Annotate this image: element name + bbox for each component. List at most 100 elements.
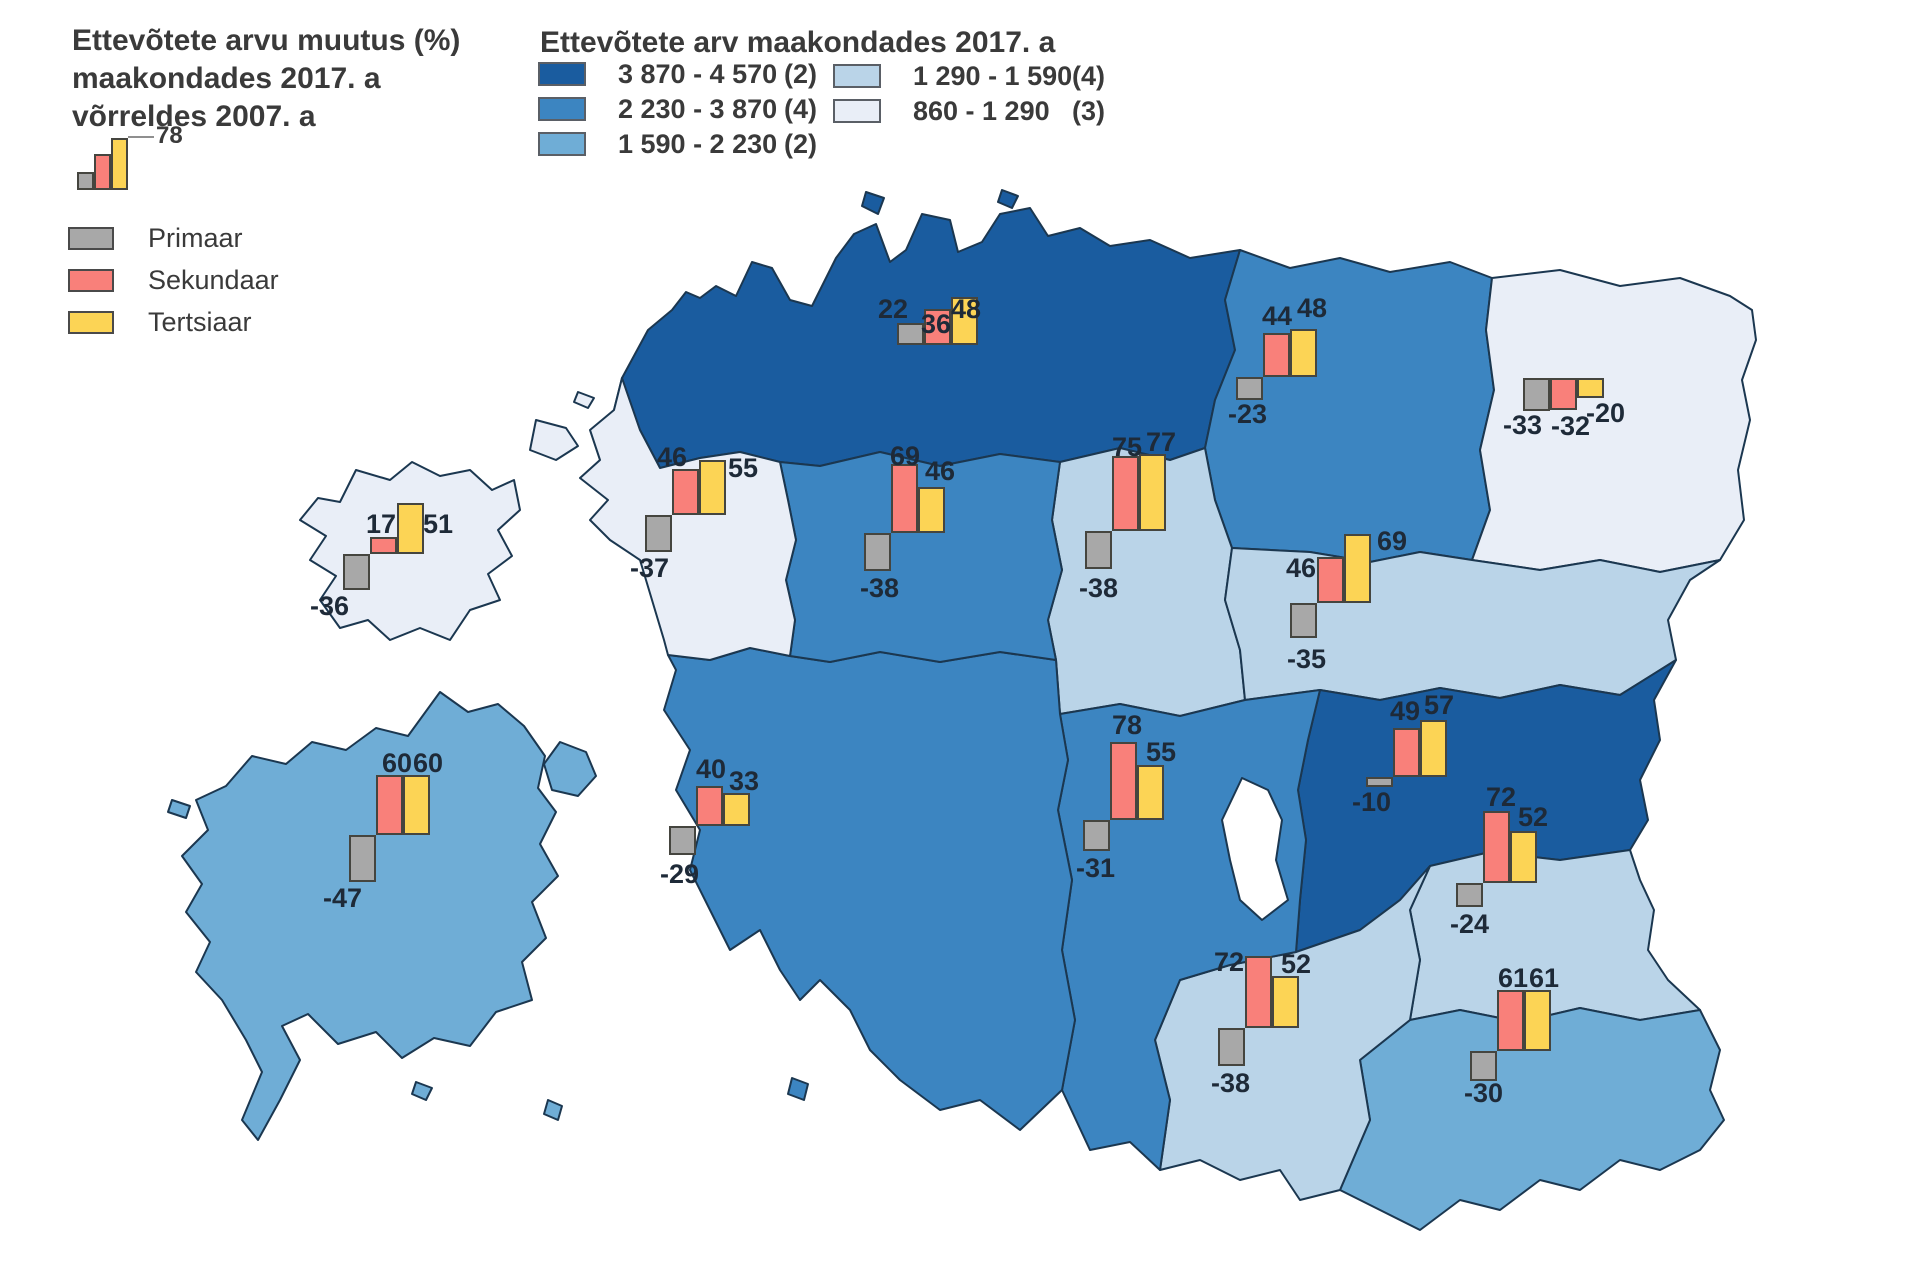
raplamaa-bar-sekundaar	[891, 464, 918, 533]
viljandimaa-value-sekundaar: 78	[1112, 710, 1143, 740]
laanemaa-bar-tertsiaar	[699, 460, 726, 515]
ida-virumaa-bar-sekundaar	[1550, 378, 1577, 410]
vorumaa-bar-sekundaar	[1497, 990, 1524, 1051]
raplamaa-value-primaar: -38	[860, 573, 900, 603]
laane-virumaa-bar-tertsiaar	[1290, 329, 1317, 377]
harjumaa-bar-tertsiaar	[951, 297, 978, 345]
hiiumaa-bar-sekundaar	[370, 537, 397, 554]
parnumaa-value-tertsiaar: 33	[729, 766, 760, 796]
tartumaa-value-sekundaar: 49	[1390, 696, 1421, 726]
county-vorumaa	[1339, 1007, 1725, 1231]
polvamaa-bar-primaar	[1456, 883, 1483, 907]
laane-virumaa-value-tertsiaar: 48	[1297, 293, 1328, 323]
sample-leader-line	[128, 136, 154, 138]
vorumaa-bar-primaar	[1470, 1051, 1497, 1081]
hiiumaa-value-primaar: -36	[310, 591, 350, 621]
change-legend-title: Ettevõtete arvu muutus (%) maakondades 2…	[72, 22, 460, 136]
county-ida-virumaa	[1471, 269, 1757, 573]
change-legend-title-line2: maakondades 2017. a	[72, 62, 381, 95]
laane-virumaa-bar-primaar	[1236, 377, 1263, 400]
tartumaa-bar-primaar	[1366, 777, 1393, 787]
viljandimaa-bar-tertsiaar	[1137, 765, 1164, 820]
valgamaa-value-primaar: -38	[1211, 1068, 1251, 1098]
class-swatch-3	[538, 132, 586, 156]
saaremaa-bar-tertsiaar	[403, 775, 430, 835]
class-range-3: 1 590 - 2 230	[618, 129, 778, 159]
harjumaa-bar-sekundaar	[924, 309, 951, 345]
ida-virumaa-value-primaar: -33	[1503, 410, 1543, 440]
saaremaa-value-tertsiaar: 60	[413, 748, 444, 778]
valgamaa-bar-sekundaar	[1245, 956, 1272, 1028]
harjumaa-bar-primaar	[897, 323, 924, 345]
hiiumaa-value-sekundaar: 17	[366, 509, 397, 539]
laanemaa-value-sekundaar: 46	[657, 442, 688, 472]
sample-value: 78	[156, 122, 183, 149]
ida-virumaa-bar-tertsiaar	[1577, 378, 1604, 398]
jogevamaa-bar-primaar	[1290, 603, 1317, 638]
laanemaa-value-primaar: -37	[630, 553, 670, 583]
saaremaa-value-sekundaar: 60	[382, 748, 413, 778]
county-abruka	[411, 1081, 433, 1101]
class-count-2: (4)	[784, 94, 817, 124]
jarvamaa-bar-tertsiaar	[1139, 454, 1166, 531]
legend-label-primaar: Primaar	[148, 223, 243, 253]
county-kihnu	[787, 1077, 809, 1101]
county-vormsi	[529, 419, 579, 461]
polvamaa-value-sekundaar: 72	[1486, 782, 1517, 812]
harjumaa-value-primaar: 22	[878, 294, 909, 324]
sample-bar-tertsiaar	[111, 138, 128, 190]
viljandimaa-value-primaar: -31	[1076, 853, 1116, 883]
viljandimaa-bar-primaar	[1083, 820, 1110, 851]
class-swatch-1	[538, 62, 586, 86]
legend-swatch-tertsiaar	[68, 311, 114, 334]
legend-swatch-sekundaar	[68, 269, 114, 292]
tartumaa-value-primaar: -10	[1352, 787, 1392, 817]
tartumaa-value-tertsiaar: 57	[1424, 690, 1455, 720]
raplamaa-bar-primaar	[864, 533, 891, 571]
county-vortsjarv	[1221, 777, 1289, 921]
legend-label-tertsiaar: Tertsiaar	[148, 307, 252, 337]
jogevamaa-value-sekundaar: 46	[1286, 553, 1317, 583]
raplamaa-value-sekundaar: 69	[890, 441, 921, 471]
legend-label-sekundaar: Sekundaar	[148, 265, 279, 295]
laanemaa-value-tertsiaar: 55	[728, 453, 759, 483]
class-swatch-5	[833, 99, 881, 123]
vorumaa-bar-tertsiaar	[1524, 990, 1551, 1051]
jogevamaa-bar-sekundaar	[1317, 557, 1344, 603]
laanemaa-bar-sekundaar	[672, 469, 699, 515]
legend-swatch-primaar	[68, 227, 114, 250]
class-range-4: 1 290 - 1 590	[913, 61, 1073, 91]
class-count-4: (4)	[1072, 61, 1105, 91]
jogevamaa-value-tertsiaar: 69	[1377, 526, 1408, 556]
vorumaa-value-primaar: -30	[1464, 1078, 1504, 1108]
change-legend-title-line1: Ettevõtete arvu muutus (%)	[72, 24, 461, 57]
change-legend-title-line3: võrreldes 2007. a	[72, 100, 316, 133]
county-naissaar	[861, 191, 885, 215]
valgamaa-bar-primaar	[1218, 1028, 1245, 1066]
valgamaa-value-tertsiaar: 52	[1281, 949, 1312, 979]
tartumaa-bar-tertsiaar	[1420, 720, 1447, 777]
parnumaa-value-primaar: -29	[660, 859, 700, 889]
jogevamaa-value-primaar: -35	[1287, 644, 1327, 674]
laane-virumaa-value-primaar: -23	[1228, 399, 1268, 429]
county-parnumaa	[663, 647, 1076, 1131]
class-range-1: 3 870 - 4 570	[618, 59, 778, 89]
valgamaa-bar-tertsiaar	[1272, 976, 1299, 1028]
class-count-1: (2)	[784, 59, 817, 89]
hiiumaa-value-tertsiaar: 51	[423, 509, 454, 539]
ida-virumaa-value-sekundaar: -32	[1551, 411, 1591, 441]
jarvamaa-value-primaar: -38	[1079, 573, 1119, 603]
polvamaa-value-primaar: -24	[1450, 909, 1490, 939]
county-prangli	[997, 189, 1019, 209]
harjumaa-value-sekundaar: 36	[921, 309, 952, 339]
raplamaa-bar-tertsiaar	[918, 487, 945, 533]
sample-bar-primaar	[77, 172, 94, 190]
saaremaa-bar-sekundaar	[376, 775, 403, 835]
viljandimaa-bar-sekundaar	[1110, 742, 1137, 820]
laane-virumaa-bar-sekundaar	[1263, 333, 1290, 377]
vorumaa-value-tertsiaar: 61	[1529, 963, 1560, 993]
tartumaa-bar-sekundaar	[1393, 728, 1420, 777]
county-laanemaa	[579, 377, 797, 661]
parnumaa-bar-tertsiaar	[723, 793, 750, 826]
